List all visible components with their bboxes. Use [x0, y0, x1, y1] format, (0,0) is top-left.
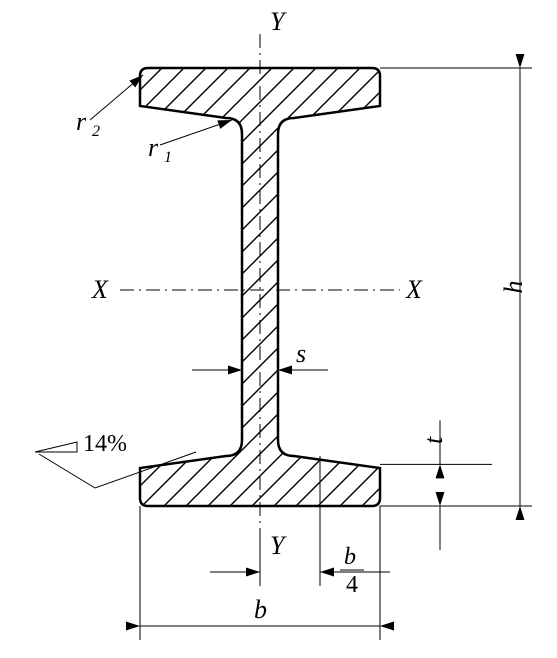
label-X-left: X [91, 275, 109, 304]
label-t: t [419, 436, 448, 444]
label-X-right: X [405, 275, 423, 304]
label-b4-top: b [344, 544, 356, 570]
label-r2-sub: 2 [92, 123, 100, 140]
label-Y-bot: Y [270, 531, 287, 560]
label-slope: 14% [83, 431, 127, 457]
label-h: h [499, 281, 528, 294]
label-r1: r [148, 133, 159, 162]
label-r1-sub: 1 [164, 149, 172, 166]
label-b: b [254, 595, 267, 624]
label-Y-top: Y [270, 7, 287, 36]
label-s: s [296, 339, 306, 368]
leader-slope [39, 452, 196, 488]
slope-symbol [35, 442, 77, 452]
label-b4-bot: 4 [346, 572, 358, 598]
label-r2: r [76, 107, 87, 136]
